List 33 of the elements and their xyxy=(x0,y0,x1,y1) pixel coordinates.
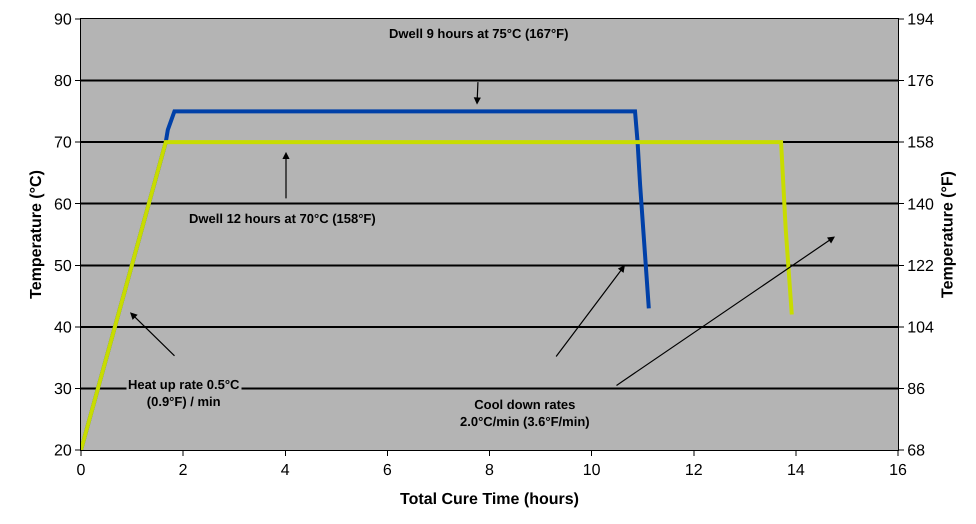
y2-tick-label: 176 xyxy=(907,73,934,90)
x-tick-label: 2 xyxy=(178,462,188,480)
y2-tick-label: 86 xyxy=(907,381,926,398)
y-tick-label: 90 xyxy=(54,12,72,29)
annotation: Heat up rate 0.5°C (0.9°F) / min xyxy=(128,377,240,409)
y-tick-label: 30 xyxy=(54,381,72,398)
annotation: Dwell 12 hours at 70°C (158°F) xyxy=(189,211,376,226)
annotation: Dwell 9 hours at 75°C (167°F) xyxy=(389,26,568,41)
y2-tick-label: 194 xyxy=(907,12,934,29)
x-tick-label: 12 xyxy=(684,462,703,480)
y2-tick-label: 158 xyxy=(907,134,934,152)
x-tick-label: 8 xyxy=(485,462,494,480)
y-tick-label: 80 xyxy=(54,73,72,90)
x-axis-title: Total Cure Time (hours) xyxy=(400,490,579,508)
line-series xyxy=(81,140,794,450)
y-tick-label: 50 xyxy=(54,258,72,275)
x-tick-label: 16 xyxy=(889,462,907,480)
x-tick-label: 0 xyxy=(76,462,86,480)
x-tick-label: 4 xyxy=(280,462,290,480)
y-tick-label: 40 xyxy=(54,319,72,336)
y2-tick-label: 122 xyxy=(907,258,934,275)
y2-axis-title: Temperature (°F) xyxy=(940,170,957,298)
annotation: Cool down rates 2.0°C/min (3.6°F/min) xyxy=(460,397,590,429)
x-tick-label: 14 xyxy=(786,462,805,480)
y-tick-label: 60 xyxy=(54,196,72,214)
y2-tick-label: 104 xyxy=(907,319,934,336)
y-tick-label: 70 xyxy=(54,134,72,152)
x-tick-label: 6 xyxy=(382,462,392,480)
y-axis-title: Temperature (°C) xyxy=(28,170,45,299)
x-tick-label: 10 xyxy=(582,462,601,480)
y2-tick-label: 140 xyxy=(907,196,934,214)
y-tick-label: 20 xyxy=(54,442,72,460)
y2-tick-label: 68 xyxy=(907,442,926,460)
